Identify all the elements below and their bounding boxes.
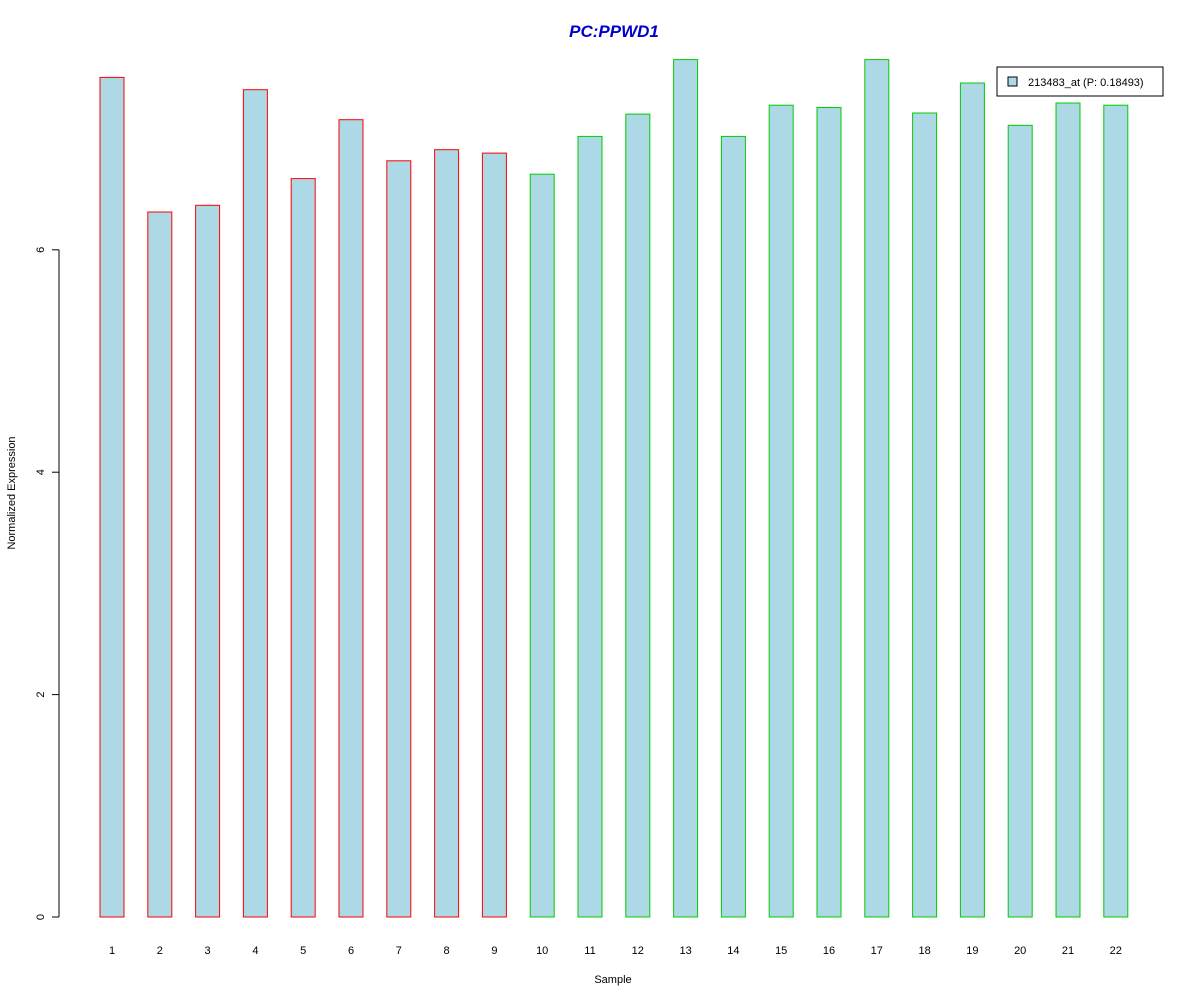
bar-sample-18 xyxy=(912,112,938,918)
x-tick-label: 1 xyxy=(109,945,115,957)
x-tick-label: 15 xyxy=(775,945,787,957)
bar-sample-13 xyxy=(673,59,699,918)
legend-label: 213483_at (P: 0.18493) xyxy=(1028,77,1144,89)
x-tick-label: 4 xyxy=(252,945,258,957)
bar-sample-9 xyxy=(481,152,507,918)
y-axis-label: Normalized Expression xyxy=(6,436,18,549)
x-tick-label: 7 xyxy=(396,945,402,957)
x-tick-label: 6 xyxy=(348,945,354,957)
bar-sample-6 xyxy=(338,119,364,918)
bar-sample-1 xyxy=(99,76,125,918)
bar-sample-15 xyxy=(768,104,794,918)
bar-sample-5 xyxy=(290,178,316,918)
x-tick-label: 12 xyxy=(632,945,644,957)
x-tick-label: 5 xyxy=(300,945,306,957)
bar-sample-19 xyxy=(959,82,985,918)
y-tick-label: 6 xyxy=(35,247,47,253)
bar-sample-11 xyxy=(577,135,603,918)
y-axis: 0 2 4 6 xyxy=(35,247,60,920)
bars xyxy=(99,59,1129,918)
x-tick-label: 21 xyxy=(1062,945,1074,957)
bar-sample-10 xyxy=(529,173,555,918)
bar-sample-2 xyxy=(147,211,173,918)
bar-sample-8 xyxy=(434,149,460,918)
x-tick-label: 22 xyxy=(1110,945,1122,957)
y-tick-label: 0 xyxy=(35,914,47,920)
x-tick-label: 16 xyxy=(823,945,835,957)
x-tick-label: 8 xyxy=(444,945,450,957)
chart-title: PC:PPWD1 xyxy=(569,22,659,41)
x-axis-label: Sample xyxy=(594,974,631,986)
legend-box xyxy=(996,66,1164,97)
bar-sample-14 xyxy=(720,135,746,918)
x-tick-label: 11 xyxy=(584,945,595,957)
bar-sample-3 xyxy=(195,204,221,918)
bar-sample-20 xyxy=(1007,124,1033,918)
x-tick-label: 13 xyxy=(679,945,691,957)
bar-sample-12 xyxy=(625,113,651,918)
x-tick-label: 20 xyxy=(1014,945,1026,957)
x-tick-label: 19 xyxy=(966,945,978,957)
y-tick-label: 2 xyxy=(35,692,47,698)
bar-sample-4 xyxy=(242,89,268,918)
x-tick-label: 18 xyxy=(918,945,930,957)
bar-sample-7 xyxy=(386,160,412,918)
bar-sample-21 xyxy=(1055,102,1081,918)
y-tick-label: 4 xyxy=(35,469,47,475)
x-tick-label: 3 xyxy=(205,945,211,957)
x-tick-label: 14 xyxy=(727,945,739,957)
bar-sample-16 xyxy=(816,107,842,918)
x-tick-label: 10 xyxy=(536,945,548,957)
x-tick-label: 9 xyxy=(491,945,497,957)
bar-sample-22 xyxy=(1103,104,1129,918)
bar-sample-17 xyxy=(864,59,890,918)
x-tick-label: 17 xyxy=(871,945,883,957)
legend-swatch xyxy=(1007,76,1018,87)
x-tick-labels: 1 2 3 4 5 6 7 8 9 10 11 12 13 14 15 16 17 18 19 20 21 22 xyxy=(109,945,1122,957)
legend: 213483_at (P: 0.18493) xyxy=(996,66,1164,97)
x-tick-label: 2 xyxy=(157,945,163,957)
